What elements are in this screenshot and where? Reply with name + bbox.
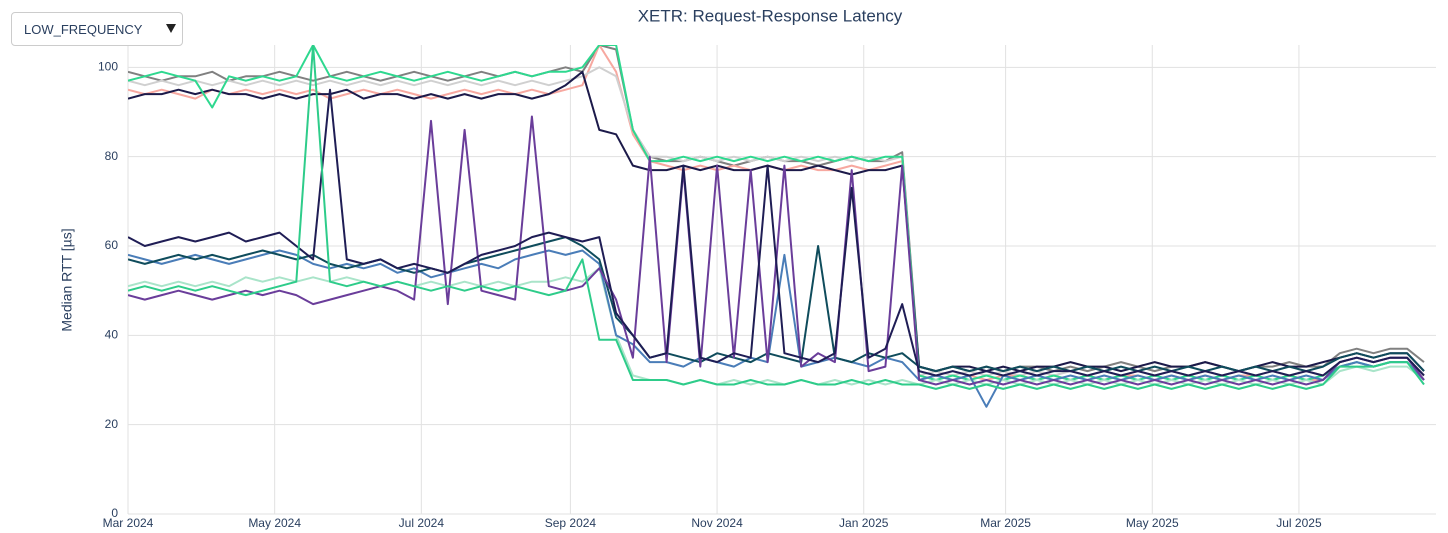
x-tick-label: Sep 2024 xyxy=(545,516,597,530)
lines xyxy=(128,45,1425,408)
x-tick-label: Jul 2025 xyxy=(1276,516,1322,530)
y-tick-label: 60 xyxy=(105,238,119,252)
x-tick-label: Nov 2024 xyxy=(691,516,743,530)
series-line xyxy=(128,236,1425,373)
labels: 0 20 40 60 80 100 Mar 2024 May 2024 Jul 2024 Sep … xyxy=(98,60,1322,531)
series-line xyxy=(128,70,1425,373)
x-tick-label: May 2024 xyxy=(248,516,301,530)
dropdown[interactable]: LOW_FREQUENCY xyxy=(11,12,183,46)
series-line xyxy=(128,66,1425,377)
series-line xyxy=(128,267,1425,386)
dropdown-arrow xyxy=(166,24,176,33)
x-tick-label: Jul 2024 xyxy=(399,516,445,530)
chart-title: XETR: Request-Response Latency xyxy=(638,6,903,25)
y-tick-label: 20 xyxy=(105,417,119,431)
series-line xyxy=(128,45,1425,390)
x-tick-label: Mar 2024 xyxy=(103,516,154,530)
y-axis-label: Median RTT [µs] xyxy=(59,228,75,331)
y-tick-label: 40 xyxy=(105,328,119,342)
series-line xyxy=(128,45,1425,381)
x-tick-label: Jan 2025 xyxy=(839,516,889,530)
y-tick-label: 0 xyxy=(111,506,118,520)
y-tick-label: 80 xyxy=(105,149,119,163)
series-line xyxy=(128,88,1425,377)
x-tick-label: Mar 2025 xyxy=(980,516,1031,530)
x-tick-label: May 2025 xyxy=(1126,516,1179,530)
y-tick-label: 100 xyxy=(98,60,118,74)
dropdown-label: LOW_FREQUENCY xyxy=(24,22,143,37)
series-line xyxy=(128,249,1425,408)
series-line xyxy=(128,45,1425,381)
